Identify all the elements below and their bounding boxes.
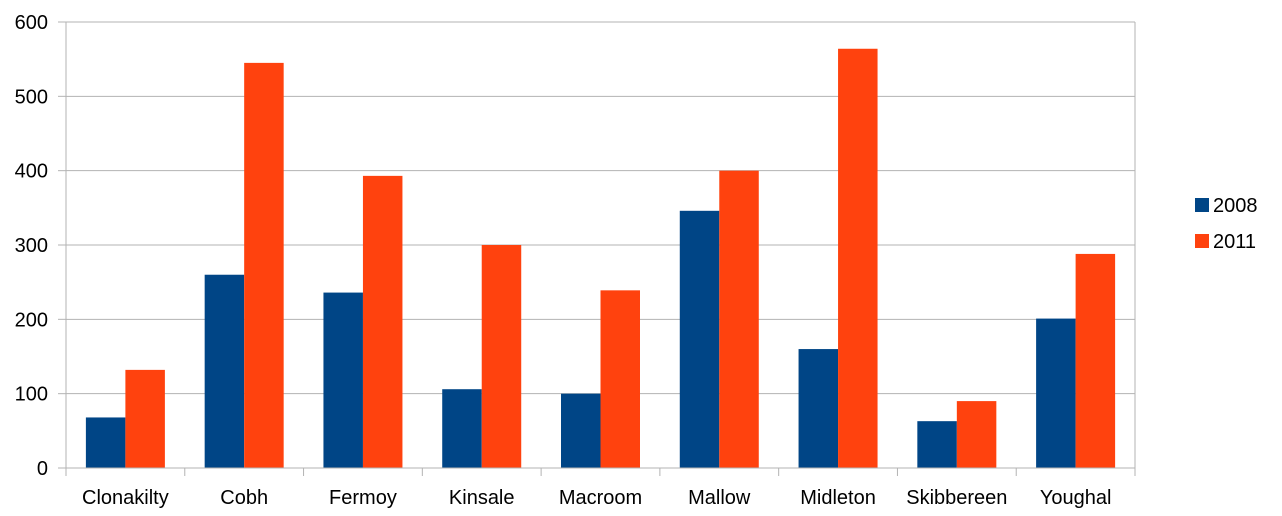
bar-2011-clonakilty: [125, 369, 165, 468]
bar-2011-skibbereen: [956, 401, 997, 468]
bar-2011-mallow: [719, 170, 759, 468]
bar-2008-mallow: [679, 210, 720, 468]
bar-2008-cobh: [204, 274, 245, 468]
y-tick-label: 0: [37, 458, 48, 480]
y-axis-tick-labels: 0 100 200 300 400 500 600: [15, 12, 48, 480]
x-tick-label: Kinsale: [449, 487, 515, 509]
x-tick-label: Skibbereen: [906, 487, 1007, 509]
bar-2011-midleton: [838, 48, 878, 468]
bars: [85, 48, 1116, 469]
legend-swatch-2008: [1195, 198, 1209, 212]
bar-2008-kinsale: [442, 389, 482, 468]
x-tick-label: Macroom: [559, 487, 642, 509]
y-tick-label: 200: [15, 309, 48, 331]
legend: 2008 2011: [1195, 195, 1258, 253]
bar-2011-macroom: [600, 290, 640, 468]
x-tick-label: Mallow: [688, 487, 751, 509]
legend-swatch-2011: [1195, 234, 1209, 248]
legend-label: 2011: [1213, 231, 1256, 253]
bar-2011-youghal: [1075, 253, 1116, 468]
legend-label: 2008: [1213, 195, 1258, 217]
x-tick-label: Fermoy: [329, 487, 397, 509]
y-tick-label: 500: [15, 86, 48, 108]
bar-2008-fermoy: [323, 292, 363, 468]
x-tick-label: Youghal: [1040, 487, 1112, 509]
x-tick-label: Clonakilty: [82, 487, 169, 509]
bar-2008-skibbereen: [917, 421, 957, 468]
axes: [58, 21, 1136, 476]
bar-2011-fermoy: [362, 175, 403, 468]
y-tick-label: 600: [15, 12, 48, 34]
y-tick-label: 100: [15, 384, 48, 406]
bar-2011-kinsale: [481, 245, 522, 468]
x-tick-label: Midleton: [800, 487, 876, 509]
y-tick-label: 400: [15, 161, 48, 183]
bar-2008-youghal: [1036, 318, 1076, 468]
bar-2008-macroom: [561, 393, 601, 468]
x-axis-tick-labels: Clonakilty Cobh Fermoy Kinsale Macroom Mallow…: [82, 487, 1111, 509]
x-tick-label: Cobh: [220, 487, 268, 509]
bar-2008-clonakilty: [85, 417, 126, 468]
bar-2008-midleton: [798, 349, 839, 468]
y-tick-label: 300: [15, 235, 48, 257]
bar-2011-cobh: [244, 62, 284, 469]
